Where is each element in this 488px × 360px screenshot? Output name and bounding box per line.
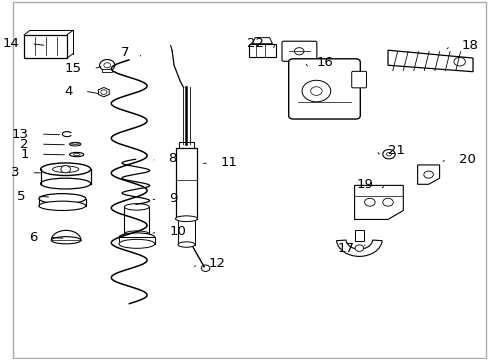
- FancyBboxPatch shape: [124, 207, 149, 234]
- Text: 18: 18: [461, 39, 478, 52]
- FancyBboxPatch shape: [248, 44, 276, 57]
- FancyBboxPatch shape: [179, 142, 194, 148]
- Text: 3: 3: [11, 166, 20, 179]
- FancyBboxPatch shape: [354, 230, 364, 241]
- Text: 21: 21: [387, 144, 404, 157]
- Ellipse shape: [124, 204, 149, 210]
- Circle shape: [100, 59, 115, 71]
- Ellipse shape: [52, 166, 79, 172]
- Polygon shape: [98, 87, 109, 97]
- Text: 5: 5: [17, 190, 25, 203]
- Circle shape: [354, 245, 363, 251]
- FancyBboxPatch shape: [351, 71, 366, 88]
- FancyBboxPatch shape: [119, 237, 154, 244]
- Circle shape: [61, 166, 70, 173]
- Ellipse shape: [124, 231, 149, 237]
- Text: 19: 19: [356, 178, 373, 191]
- Polygon shape: [417, 165, 439, 184]
- Text: 16: 16: [316, 56, 333, 69]
- Ellipse shape: [51, 237, 81, 244]
- Ellipse shape: [73, 153, 80, 156]
- Wedge shape: [336, 240, 382, 256]
- Ellipse shape: [41, 178, 91, 189]
- Circle shape: [302, 80, 330, 102]
- Circle shape: [201, 265, 209, 271]
- Polygon shape: [252, 38, 272, 44]
- Circle shape: [386, 152, 390, 156]
- Circle shape: [310, 87, 322, 95]
- Text: 20: 20: [458, 153, 475, 166]
- Circle shape: [103, 63, 110, 68]
- Text: 14: 14: [2, 37, 20, 50]
- Text: 13: 13: [12, 127, 29, 141]
- Circle shape: [382, 198, 392, 206]
- Text: 12: 12: [208, 257, 225, 270]
- Ellipse shape: [119, 239, 154, 248]
- Circle shape: [294, 48, 304, 55]
- FancyBboxPatch shape: [175, 148, 197, 220]
- Text: 10: 10: [169, 225, 186, 238]
- Polygon shape: [354, 185, 403, 220]
- Ellipse shape: [119, 233, 154, 242]
- Text: 9: 9: [169, 192, 177, 205]
- Ellipse shape: [178, 242, 195, 247]
- Text: 22: 22: [246, 36, 264, 50]
- Ellipse shape: [69, 142, 81, 146]
- FancyBboxPatch shape: [288, 59, 360, 119]
- Text: 1: 1: [20, 148, 29, 161]
- Text: 2: 2: [20, 138, 29, 150]
- Circle shape: [101, 90, 107, 94]
- FancyBboxPatch shape: [178, 219, 195, 244]
- Ellipse shape: [175, 216, 197, 222]
- Circle shape: [382, 149, 394, 159]
- Ellipse shape: [41, 163, 91, 176]
- FancyBboxPatch shape: [282, 41, 316, 61]
- FancyBboxPatch shape: [102, 69, 112, 72]
- Circle shape: [453, 57, 465, 66]
- Text: 17: 17: [337, 242, 354, 255]
- Text: 11: 11: [221, 156, 237, 169]
- Text: 8: 8: [168, 152, 176, 165]
- Circle shape: [423, 171, 432, 178]
- Text: 7: 7: [121, 46, 129, 59]
- Text: 15: 15: [64, 62, 81, 75]
- Ellipse shape: [69, 152, 83, 157]
- Text: 6: 6: [29, 231, 37, 244]
- FancyBboxPatch shape: [24, 35, 67, 58]
- Polygon shape: [387, 50, 472, 72]
- Text: 4: 4: [64, 85, 73, 98]
- Ellipse shape: [39, 201, 85, 211]
- Circle shape: [364, 198, 374, 206]
- Ellipse shape: [39, 194, 85, 204]
